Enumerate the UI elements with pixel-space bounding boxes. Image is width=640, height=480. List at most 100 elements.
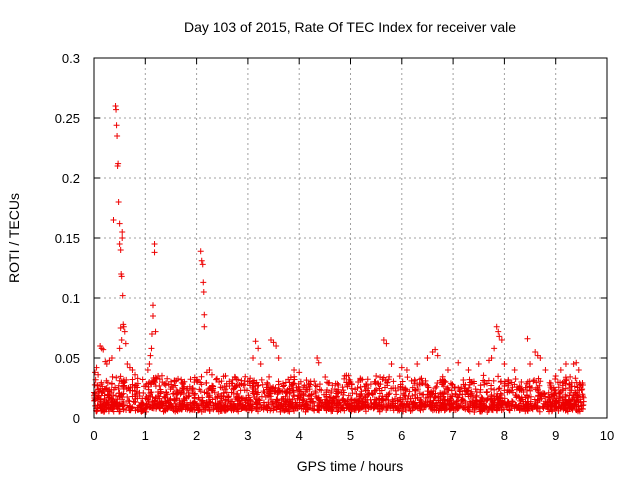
noise-point [275,385,282,392]
noise-point [353,399,360,406]
noise-point [449,381,456,388]
noise-point [362,408,369,415]
data-point [148,345,155,352]
noise-point [353,390,360,397]
noise-point [206,408,213,415]
data-point [149,313,156,319]
y-tick-label: 0.25 [55,111,80,126]
noise-point [298,405,305,412]
data-point [414,361,421,367]
noise-point [397,383,404,390]
noise-point [115,390,122,397]
axis-ticks [93,57,608,419]
data-point [110,217,117,223]
data-point [114,133,121,139]
noise-point [466,398,473,405]
noise-point [202,404,209,411]
data-point [562,361,569,367]
noise-point [418,380,425,387]
noise-point [513,393,520,400]
noise-point [311,378,318,385]
noise-point [384,405,391,412]
noise-point [265,384,272,391]
noise-point [367,381,374,388]
noise-point [143,381,150,388]
noise-point [484,396,491,403]
noise-point [446,397,453,404]
noise-point [175,389,182,396]
noise-point [255,400,262,407]
noise-point [522,408,529,415]
noise-point [376,408,383,415]
noise-point [555,398,562,405]
noise-point [282,379,289,386]
noise-point [129,376,136,383]
noise-point [245,394,252,401]
data-point [120,323,127,330]
noise-point [520,388,527,395]
noise-point [418,402,425,409]
noise-point [356,405,363,412]
noise-point [468,388,475,395]
noise-point [247,398,254,405]
data-point [144,367,151,373]
noise-point [547,402,554,409]
noise-point [357,377,364,384]
noise-point [579,386,586,393]
noise-point [241,405,248,412]
noise-point [334,380,341,387]
noise-point [330,394,337,401]
noise-point [176,406,183,413]
data-point [206,367,213,373]
noise-point [290,380,297,387]
data-point [498,337,505,343]
noise-point [134,395,141,402]
noise-point [424,391,431,398]
noise-point [324,387,331,394]
data-point [92,369,99,376]
noise-point [119,396,126,403]
data-point [357,376,364,383]
noise-point [129,387,136,394]
noise-point [563,377,570,384]
noise-point [316,386,323,393]
noise-point [548,408,555,415]
noise-point [371,378,378,385]
data-point [148,331,155,337]
noise-point [94,382,101,389]
data-point [119,292,126,299]
noise-point [536,389,543,396]
data-point [434,352,441,359]
noise-point [343,398,350,405]
data-point [112,103,119,109]
noise-point [265,399,272,406]
noise-point [291,373,298,380]
noise-point [372,400,379,407]
noise-point [562,380,569,387]
noise-point [393,391,400,398]
data-point [511,367,518,373]
noise-point [414,394,421,401]
noise-point [165,399,172,406]
noise-point [517,397,524,404]
data-point [115,160,122,167]
noise-point [312,382,319,389]
noise-point [255,382,262,389]
noise-point [235,403,242,410]
noise-point [334,408,341,415]
noise-point [491,386,498,393]
data-point [398,364,405,371]
data-point [155,373,162,379]
noise-point [110,408,117,415]
noise-point [478,394,485,401]
noise-point [254,382,261,389]
noise-point [286,390,293,397]
noise-point [380,374,387,381]
noise-point [334,393,341,400]
noise-point [535,375,542,382]
chart-title: Day 103 of 2015, Rate Of TEC Index for r… [184,19,516,35]
noise-point [409,384,416,391]
noise-point [488,406,495,413]
noise-point [465,391,472,398]
noise-point [104,379,111,386]
